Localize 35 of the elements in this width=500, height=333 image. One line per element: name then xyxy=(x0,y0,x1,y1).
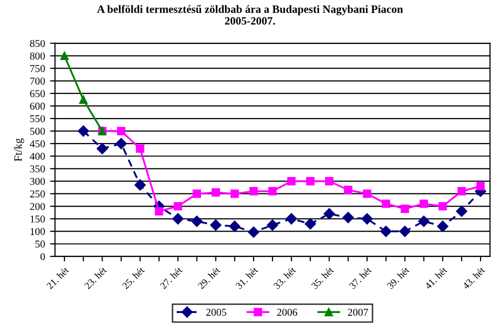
y-tick-label: 750 xyxy=(30,65,45,72)
legend-label: 2007 xyxy=(348,308,368,316)
legend-label: 2005 xyxy=(206,308,226,316)
y-tick-label: 700 xyxy=(30,78,45,85)
x-tick-label: 31. hét xyxy=(235,266,258,290)
y-tick-label: 300 xyxy=(30,178,45,185)
x-tick-label: 41. hét xyxy=(424,266,448,290)
y-tick-label: 850 xyxy=(30,40,45,48)
y-tick-label: 350 xyxy=(30,165,45,172)
y-tick-label: 650 xyxy=(30,90,45,98)
chart-title: A belföldi termesztésű zöldbab ára a Budapesti Nagybani Piacon 2005-2007. xyxy=(97,4,403,25)
y-tick-label: 600 xyxy=(30,102,45,110)
x-tick-label: 27. hét xyxy=(160,266,183,290)
x-tick-label: 23. hét xyxy=(84,266,108,290)
x-tick-label: 21. hét xyxy=(46,266,70,290)
y-tick-label: 150 xyxy=(30,215,45,223)
y-tick-label: 0 xyxy=(40,253,45,260)
y-tick-label: 450 xyxy=(30,140,45,148)
y-tick-label: 400 xyxy=(30,152,45,160)
x-tick-label: 25. hét xyxy=(122,266,145,290)
y-tick-label: 250 xyxy=(30,190,45,198)
y-tick-label: 550 xyxy=(30,115,45,122)
x-tick-label: 33. hét xyxy=(273,266,296,290)
x-tick-label: 37. hét xyxy=(348,266,372,290)
legend-label: 2006 xyxy=(277,308,298,316)
y-axis-title: Ft/kg xyxy=(14,138,24,162)
x-tick-label: 39. hét xyxy=(386,266,410,290)
y-tick-label: 100 xyxy=(30,228,45,236)
y-tick-label: 50 xyxy=(35,240,45,248)
y-tick-label: 200 xyxy=(30,202,45,210)
x-tick-label: 35. hét xyxy=(310,266,334,290)
x-tick-label: 43. hét xyxy=(462,266,486,290)
y-tick-label: 800 xyxy=(30,52,45,60)
x-tick-label: 29. hét xyxy=(197,266,221,290)
y-tick-label: 500 xyxy=(30,128,45,135)
